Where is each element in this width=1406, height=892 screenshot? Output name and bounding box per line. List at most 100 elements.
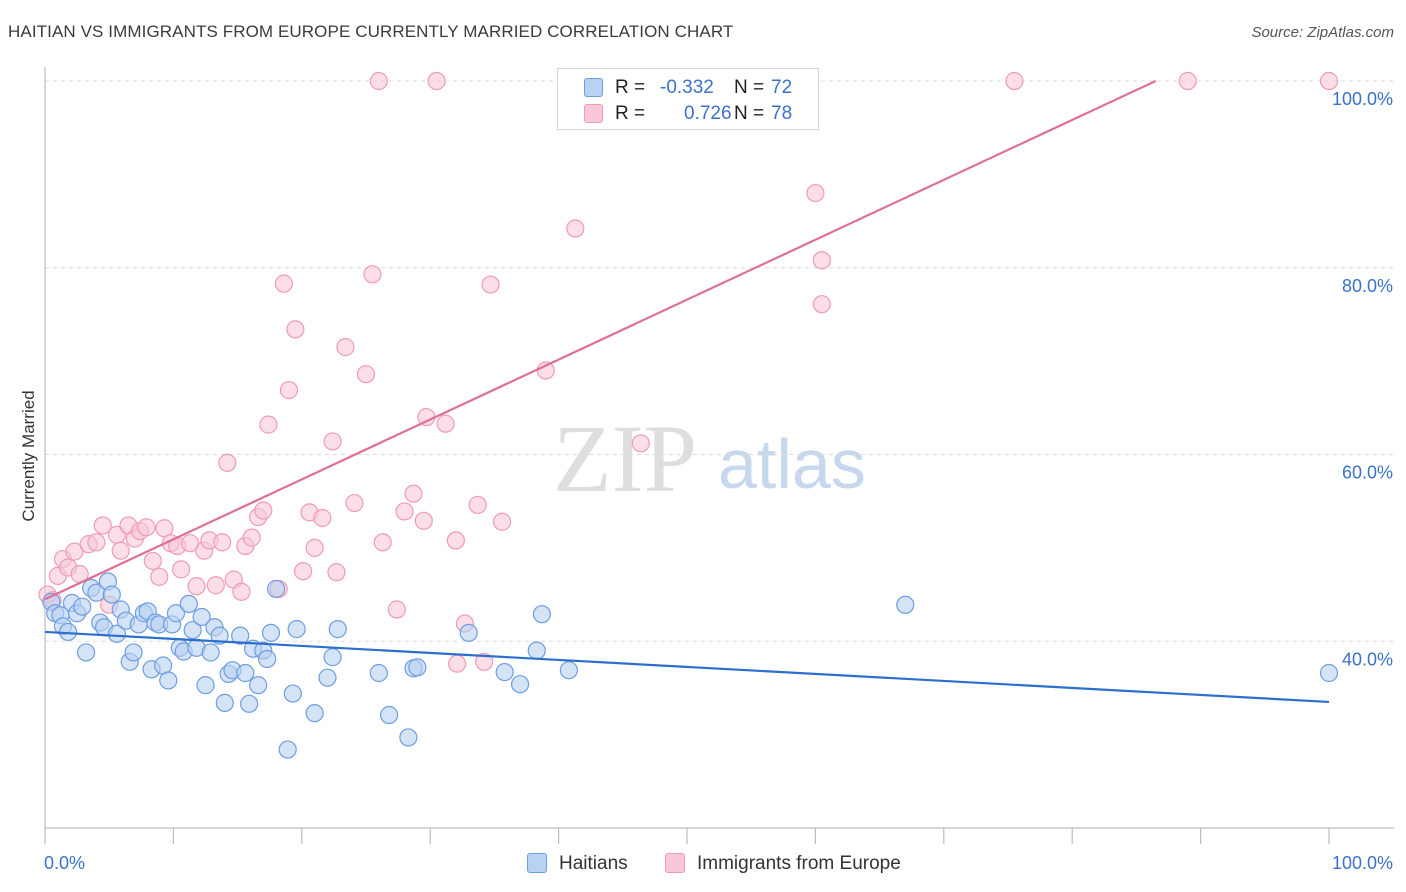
haitians-point bbox=[267, 579, 286, 599]
immigrants-from-europe-point bbox=[395, 502, 414, 521]
haitians-point bbox=[287, 620, 306, 639]
immigrants-from-europe-point bbox=[414, 511, 433, 530]
series-haitians-points bbox=[42, 572, 1339, 759]
immigrants-from-europe-point bbox=[493, 512, 512, 531]
immigrants-from-europe-point bbox=[232, 582, 251, 601]
immigrants-from-europe-point bbox=[218, 453, 237, 473]
haitians-point bbox=[323, 648, 342, 667]
y-axis-tick-labels: 40.0% 60.0% 80.0% 100.0% bbox=[1332, 89, 1393, 669]
immigrants-from-europe-point bbox=[387, 600, 406, 619]
immigrants-from-europe-point bbox=[305, 538, 324, 557]
haitians-point bbox=[278, 740, 297, 759]
immigrants-from-europe-point bbox=[363, 265, 382, 284]
haitians-point bbox=[559, 661, 578, 680]
haitians-point bbox=[459, 623, 478, 642]
legend-n-value-haitians: 72 bbox=[771, 77, 793, 98]
haitians-point bbox=[179, 594, 198, 614]
trend-lines bbox=[44, 80, 1330, 704]
immigrants-from-europe-point bbox=[812, 295, 831, 314]
immigrants-from-europe-point bbox=[1005, 71, 1024, 91]
haitians-point bbox=[495, 662, 514, 682]
haitians-point bbox=[210, 626, 229, 645]
haitians-point bbox=[283, 684, 302, 703]
y-tick-label: 40.0% bbox=[1342, 649, 1393, 669]
haitians-point bbox=[166, 604, 186, 623]
y-tick-label: 100.0% bbox=[1332, 89, 1393, 109]
immigrants-from-europe-point bbox=[1178, 71, 1197, 91]
haitians-point bbox=[896, 595, 915, 614]
immigrants-from-europe-point bbox=[206, 576, 225, 595]
haitians-point bbox=[240, 694, 259, 713]
immigrants-from-europe-point bbox=[1319, 71, 1339, 91]
haitians-point bbox=[215, 693, 234, 712]
immigrants-from-europe-point bbox=[274, 274, 293, 293]
legend-swatch-immigrants-from-europe bbox=[584, 104, 603, 123]
source-credit: Source: ZipAtlas.com bbox=[1251, 24, 1394, 41]
legend-n-label: N = bbox=[734, 77, 765, 98]
immigrants-from-europe-point bbox=[286, 320, 305, 339]
immigrants-from-europe-point bbox=[213, 533, 232, 552]
haitians-point bbox=[249, 676, 268, 695]
immigrants-from-europe-point bbox=[356, 365, 376, 384]
watermark-zip: ZIP bbox=[553, 405, 697, 512]
immigrants-from-europe-point bbox=[446, 531, 465, 550]
immigrants-from-europe-point bbox=[481, 275, 500, 294]
immigrants-from-europe-point bbox=[137, 518, 156, 537]
haitians-point bbox=[408, 658, 427, 677]
haitians-point bbox=[527, 641, 546, 660]
legend-r-label: R = bbox=[615, 77, 646, 98]
haitians-trend-line bbox=[44, 630, 1330, 704]
immigrants-from-europe-point bbox=[468, 495, 487, 515]
haitians-point bbox=[261, 623, 281, 642]
series-legend-label-immigrants-from-europe: Immigrants from Europe bbox=[697, 853, 901, 874]
immigrants-from-europe-point bbox=[806, 183, 825, 203]
haitians-point bbox=[201, 643, 220, 662]
series-legend: Haitians Immigrants from Europe bbox=[0, 852, 1406, 878]
haitians-point bbox=[318, 668, 337, 687]
haitians-point bbox=[380, 705, 399, 725]
haitians-point bbox=[76, 643, 96, 662]
haitians-point bbox=[369, 663, 388, 683]
immigrants-from-europe-point bbox=[242, 528, 261, 547]
haitians-point bbox=[399, 728, 418, 747]
haitians-point bbox=[183, 620, 202, 640]
haitians-point bbox=[236, 663, 255, 683]
haitians-point bbox=[73, 597, 92, 616]
immigrants-from-europe-point bbox=[404, 484, 423, 503]
y-tick-label: 60.0% bbox=[1342, 463, 1393, 483]
legend-swatch-haitians bbox=[584, 78, 603, 97]
immigrants-from-europe-point bbox=[369, 71, 388, 91]
immigrants-from-europe-point bbox=[172, 560, 191, 579]
series-legend-swatch-immigrants-from-europe bbox=[665, 853, 685, 873]
immigrants-from-europe-point bbox=[187, 577, 206, 596]
immigrants-from-europe-point bbox=[87, 533, 106, 552]
immigrants-from-europe-point bbox=[313, 508, 332, 528]
haitians-point bbox=[532, 605, 552, 624]
immigrants-from-europe-point bbox=[373, 533, 392, 552]
legend-n-value-immigrants-from-europe: 78 bbox=[771, 103, 793, 124]
correlation-legend: R = -0.332 N = 72 R = 0.726 N = 78 bbox=[557, 68, 819, 130]
immigrants-from-europe-point bbox=[93, 516, 112, 535]
haitians-point bbox=[107, 624, 127, 643]
immigrants-from-europe-point bbox=[812, 251, 831, 270]
immigrants-from-europe-point bbox=[150, 567, 169, 586]
immigrants-from-europe-point bbox=[427, 71, 446, 91]
y-axis-title: Currently Married bbox=[19, 390, 38, 521]
haitians-point bbox=[159, 671, 178, 690]
haitians-point bbox=[305, 704, 324, 723]
x-axis-tick-labels: 0.0% 100.0% bbox=[44, 853, 1393, 873]
immigrants-from-europe-point bbox=[436, 414, 455, 433]
immigrants-from-europe-point bbox=[327, 563, 346, 582]
legend-r-value-immigrants-from-europe: 0.726 bbox=[684, 103, 732, 124]
immigrants-from-europe-point bbox=[279, 380, 299, 400]
haitians-point bbox=[192, 607, 211, 627]
haitians-point bbox=[231, 626, 250, 645]
immigrants-from-europe-point bbox=[180, 534, 200, 553]
immigrants-from-europe-point bbox=[631, 434, 650, 453]
grid-lines bbox=[45, 80, 1394, 642]
haitians-point bbox=[1319, 663, 1339, 683]
haitians-point bbox=[328, 620, 347, 639]
immigrants-from-europe-point bbox=[65, 542, 84, 561]
x-tick-label-min: 0.0% bbox=[44, 853, 85, 873]
